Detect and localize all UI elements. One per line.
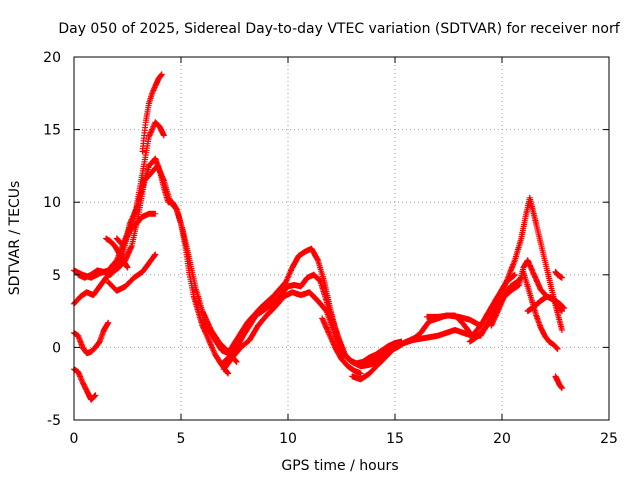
- x-tick-label: 10: [279, 431, 297, 447]
- series-arc-9: [71, 366, 99, 403]
- series-arc-13: [319, 315, 364, 377]
- series-arc-6: [105, 251, 159, 294]
- series-arc-20: [488, 274, 525, 329]
- data-points: [103, 235, 131, 271]
- data-points: [424, 312, 484, 329]
- data-points: [524, 293, 568, 315]
- series-arc-7: [103, 235, 131, 271]
- data-points: [139, 71, 165, 155]
- y-tick-label: 5: [52, 268, 61, 284]
- data-points: [105, 251, 159, 294]
- grid: [74, 57, 609, 420]
- x-axis-label: GPS time / hours: [281, 458, 398, 474]
- x-tick-label: 15: [386, 431, 404, 447]
- series-arc-4: [139, 71, 165, 155]
- data-points: [552, 373, 565, 392]
- series-arc-5: [113, 210, 159, 249]
- series-arc-8: [71, 319, 112, 357]
- data-points: [319, 315, 364, 377]
- x-tick-label: 25: [600, 431, 618, 447]
- data-points: [488, 274, 525, 329]
- data-points: [552, 268, 565, 281]
- series-arc-15: [424, 312, 484, 329]
- x-tick-label: 0: [70, 431, 79, 447]
- y-tick-label: 10: [43, 195, 61, 211]
- x-tick-label: 5: [177, 431, 186, 447]
- data-points: [71, 366, 99, 403]
- series-arc-21: [524, 293, 568, 315]
- data-points: [199, 245, 405, 367]
- axis-ticks: 0 5 10 15 20 25 -5 0 5 10 15 20: [43, 50, 618, 447]
- series-arc-10: [199, 245, 405, 367]
- chart-title: Day 050 of 2025, Sidereal Day-to-day VTE…: [58, 21, 620, 37]
- data-points: [71, 155, 232, 377]
- data-points: [113, 210, 159, 249]
- plot-frame: [73, 56, 610, 421]
- x-tick-label: 20: [493, 431, 511, 447]
- y-tick-label: 15: [43, 123, 61, 139]
- y-tick-label: -5: [47, 413, 61, 429]
- series-arc-18: [552, 268, 565, 281]
- data-points: [71, 319, 112, 357]
- plot-area: [71, 71, 568, 403]
- series-arc-19: [552, 373, 565, 392]
- y-tick-label: 0: [52, 340, 61, 356]
- series-arc-1: [71, 155, 232, 377]
- y-axis-label: SDTVAR / TECUs: [7, 181, 23, 296]
- y-tick-label: 20: [43, 50, 61, 66]
